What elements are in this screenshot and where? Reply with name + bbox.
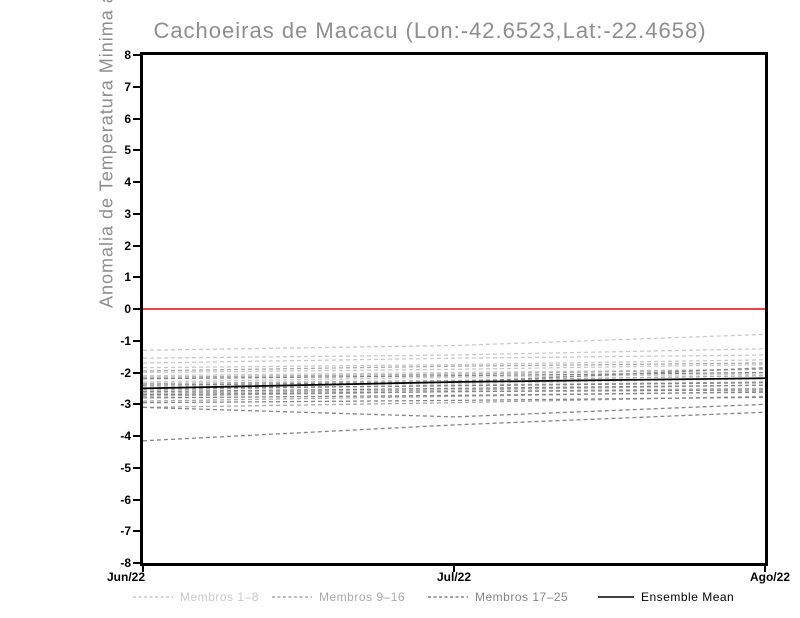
y-tick-label: -6 bbox=[120, 493, 131, 507]
ensemble-member-line bbox=[143, 375, 765, 385]
ensemble-member-line bbox=[143, 378, 765, 388]
y-tick-label: 0 bbox=[124, 302, 131, 316]
y-axis-tick bbox=[133, 562, 140, 564]
x-tick-label-ago: Ago/22 bbox=[749, 570, 790, 584]
y-tick-label: 3 bbox=[124, 207, 131, 221]
y-tick-label: 4 bbox=[124, 175, 131, 189]
x-tick-label-jul: Jul/22 bbox=[436, 570, 472, 584]
legend-label: Membros 9–16 bbox=[319, 590, 406, 604]
x-axis-tick bbox=[764, 566, 766, 572]
y-tick-label: -7 bbox=[120, 524, 131, 538]
ensemble-member-line bbox=[143, 368, 765, 378]
chart-title: Cachoeiras de Macacu (Lon:-42.6523,Lat:-… bbox=[153, 18, 707, 43]
ensemble-member-line bbox=[143, 371, 765, 380]
plot-area bbox=[140, 52, 768, 566]
legend-entry-ensemble-mean: Ensemble Mean bbox=[598, 590, 734, 604]
y-axis-tick bbox=[133, 372, 140, 374]
y-tick-label: -1 bbox=[120, 334, 131, 348]
legend-entry-membros-1-8: Membros 1–8 bbox=[133, 590, 259, 604]
ensemble-member-line bbox=[143, 348, 765, 359]
y-axis-tick bbox=[133, 403, 140, 405]
legend-line-sample bbox=[598, 596, 634, 598]
ensemble-member-line bbox=[143, 333, 765, 351]
ensemble-member-line bbox=[143, 362, 765, 372]
y-tick-label: 1 bbox=[124, 270, 131, 284]
y-axis-tick bbox=[133, 308, 140, 310]
y-axis-tick bbox=[133, 86, 140, 88]
y-tick-label: -5 bbox=[120, 461, 131, 475]
y-tick-label: 7 bbox=[124, 80, 131, 94]
y-axis-tick bbox=[133, 340, 140, 342]
y-tick-label: 5 bbox=[124, 143, 131, 157]
x-tick-label-jun: Jun/22 bbox=[106, 570, 145, 584]
ensemble-member-line bbox=[143, 373, 765, 383]
y-axis-tick bbox=[133, 530, 140, 532]
y-axis-tick bbox=[133, 54, 140, 56]
y-tick-label: -3 bbox=[120, 397, 131, 411]
y-axis-tick bbox=[133, 467, 140, 469]
legend-label: Membros 17–25 bbox=[475, 590, 569, 604]
ensemble-mean-line bbox=[143, 377, 765, 390]
legend-entry-membros-9-16: Membros 9–16 bbox=[272, 590, 405, 604]
legend-line-sample bbox=[428, 596, 468, 598]
y-tick-label: 8 bbox=[124, 48, 131, 62]
y-axis-tick bbox=[133, 435, 140, 437]
ensemble-member-line bbox=[143, 354, 765, 364]
y-tick-label: -8 bbox=[120, 556, 131, 570]
y-axis-tick bbox=[133, 149, 140, 151]
y-axis-tick bbox=[133, 213, 140, 215]
x-axis-tick bbox=[142, 566, 144, 572]
ensemble-member-line bbox=[143, 411, 765, 442]
ensemble-member-line bbox=[143, 382, 765, 390]
legend-label: Ensemble Mean bbox=[641, 590, 735, 604]
ensemble-member-line bbox=[143, 396, 765, 404]
legend-entry-membros-17-25: Membros 17–25 bbox=[428, 590, 568, 604]
y-axis-tick bbox=[133, 118, 140, 120]
y-tick-label: -4 bbox=[120, 429, 131, 443]
ensemble-member-line bbox=[143, 391, 765, 399]
ensemble-member-line bbox=[143, 389, 765, 396]
y-axis-tick bbox=[133, 181, 140, 183]
y-tick-label: -2 bbox=[120, 366, 131, 380]
legend-line-sample bbox=[272, 596, 312, 598]
y-axis-tick bbox=[133, 245, 140, 247]
ensemble-member-line bbox=[143, 384, 765, 393]
ensemble-member-line bbox=[143, 403, 765, 418]
y-axis-tick bbox=[133, 499, 140, 501]
chart-canvas bbox=[143, 308, 765, 442]
y-axis-tick bbox=[133, 276, 140, 278]
legend-line-sample bbox=[133, 596, 173, 598]
legend-label: Membros 1–8 bbox=[180, 590, 259, 604]
x-axis-tick bbox=[453, 566, 455, 572]
ensemble-member-line bbox=[143, 363, 765, 374]
ensemble-member-line bbox=[143, 359, 765, 369]
y-tick-label: 6 bbox=[124, 112, 131, 126]
y-tick-label: 2 bbox=[124, 239, 131, 253]
